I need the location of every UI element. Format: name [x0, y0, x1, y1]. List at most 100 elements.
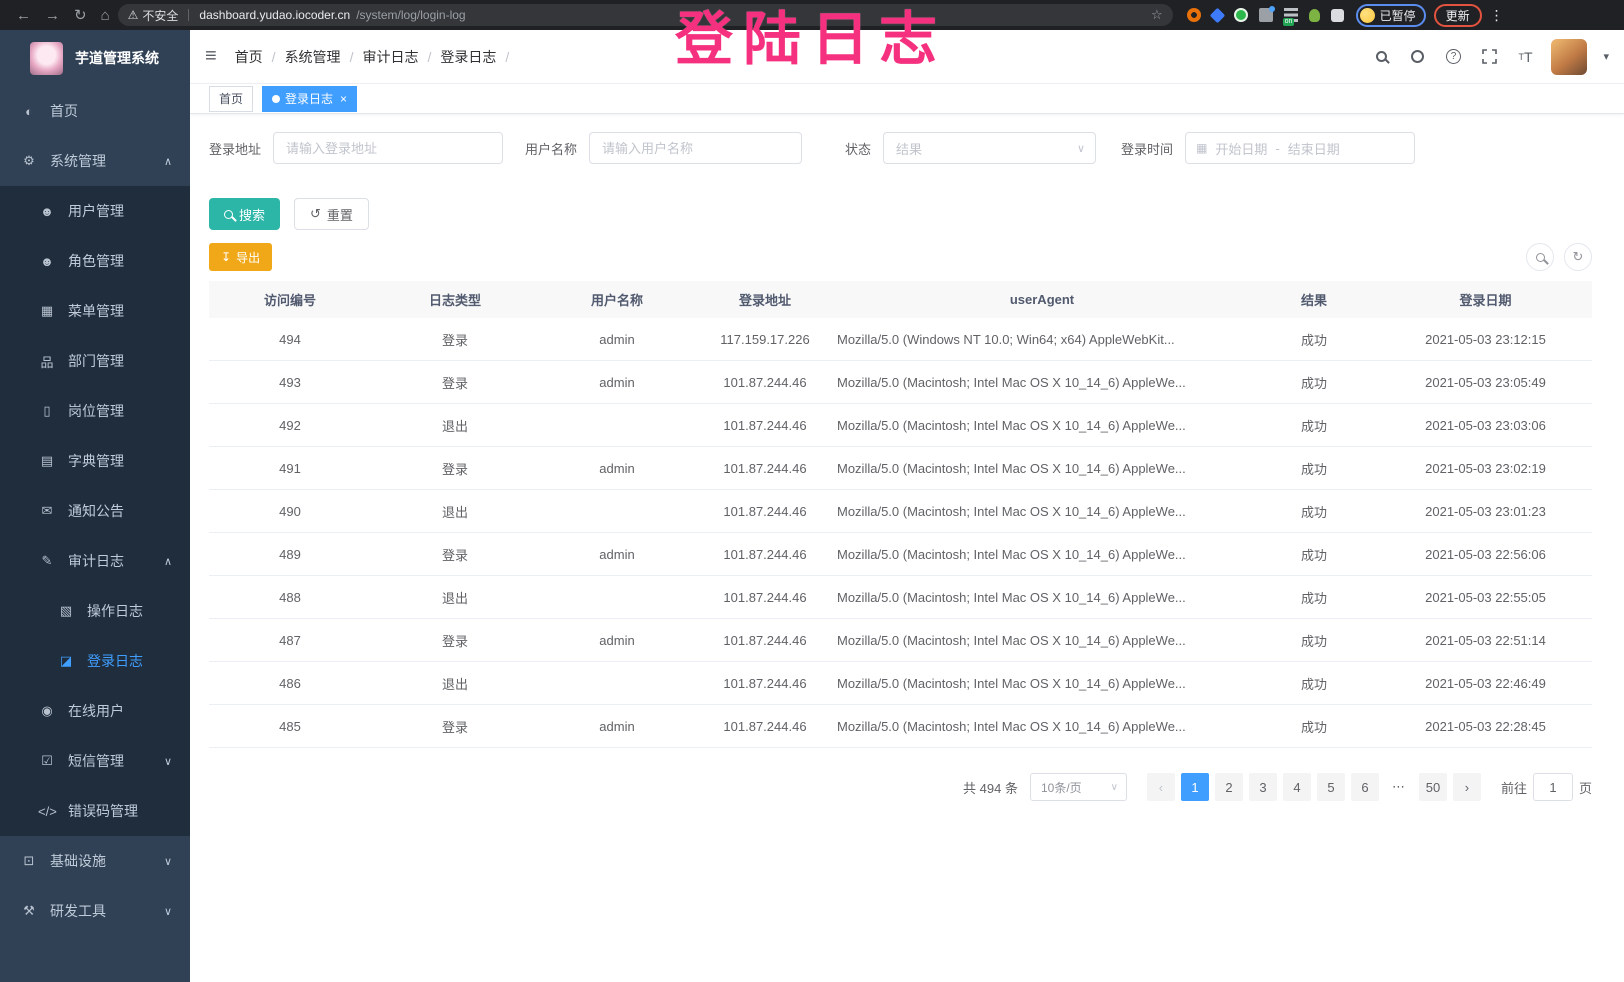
- page-button[interactable]: 5: [1316, 773, 1345, 801]
- sidebar-menu-item[interactable]: ◉ 在线用户: [0, 686, 190, 736]
- table-row: 485 登录 admin 101.87.244.46 Mozilla/5.0 (…: [209, 705, 1592, 748]
- page-button[interactable]: ⋯: [1391, 779, 1406, 794]
- sidebar-menu-item[interactable]: </> 错误码管理: [0, 786, 190, 836]
- cell-login-address: 101.87.244.46: [723, 546, 807, 562]
- cell-id: 489: [279, 546, 301, 562]
- login-address-input[interactable]: [273, 132, 504, 164]
- sidebar-menu-item[interactable]: ⊡ 基础设施 ∨: [0, 836, 190, 886]
- sidebar-menu-item[interactable]: ▧ 操作日志: [0, 586, 190, 636]
- browser-back-icon[interactable]: ←: [16, 6, 31, 24]
- font-size-icon[interactable]: [1515, 47, 1535, 67]
- date-range-separator: -: [1275, 140, 1280, 156]
- chevron-up-icon: ∧: [163, 555, 172, 568]
- page-size-select[interactable]: 10条/页 ∨: [1029, 773, 1127, 801]
- sidebar-menu-item[interactable]: ▤ 字典管理: [0, 436, 190, 486]
- browser-update-button[interactable]: 更新: [1433, 3, 1482, 27]
- table-header-row: 访问编号 日志类型 用户名称 登录地址 userAgent 结果 登录日期: [209, 281, 1592, 318]
- dashboard-icon: ◐: [25, 103, 33, 119]
- toggle-search-button[interactable]: [1526, 243, 1554, 271]
- tag[interactable]: 登录日志 ×: [262, 85, 358, 112]
- prev-page-button[interactable]: ‹: [1146, 773, 1175, 801]
- breadcrumb-item[interactable]: 审计日志 /: [362, 48, 432, 65]
- filter-actions: 搜索 ↺ 重置: [209, 198, 1592, 230]
- tag-close-icon[interactable]: ×: [340, 91, 348, 106]
- cell-user-agent: Mozilla/5.0 (Macintosh; Intel Mac OS X 1…: [837, 503, 1186, 519]
- security-label: 不安全: [142, 8, 179, 23]
- cell-login-date: 2021-05-03 22:51:14: [1425, 632, 1546, 648]
- sidebar-logo[interactable]: 芋道管理系统: [0, 30, 190, 86]
- breadcrumb-item[interactable]: 系统管理 /: [284, 48, 354, 65]
- extension-list-icon[interactable]: on: [1282, 8, 1298, 26]
- browser-profile-badge[interactable]: 已暂停: [1355, 3, 1426, 27]
- extensions-puzzle-icon[interactable]: [1330, 8, 1344, 22]
- sidebar-menu-item[interactable]: ☑ 短信管理 ∨: [0, 736, 190, 786]
- sidebar-menu-item[interactable]: ⚙ 系统管理 ∧: [0, 136, 190, 186]
- sidebar-menu-item[interactable]: 品 部门管理: [0, 336, 190, 386]
- avatar-caret-down-icon[interactable]: ▾: [1603, 51, 1609, 63]
- username-input[interactable]: [589, 132, 803, 164]
- sidebar-menu-item[interactable]: ✎ 审计日志 ∧: [0, 536, 190, 586]
- tag[interactable]: 首页 ×: [209, 85, 254, 112]
- address-bar[interactable]: ⚠ 不安全 dashboard.yudao.iocoder.cn/system/…: [117, 4, 1173, 26]
- post-badge-icon: ▯: [43, 403, 51, 418]
- sidebar-item-label: 审计日志: [68, 553, 124, 569]
- browser-menu-icon[interactable]: ⋮: [1489, 6, 1504, 23]
- cell-log-type: 退出: [441, 676, 468, 692]
- status-select[interactable]: 结果 ∨: [883, 132, 1097, 164]
- extension-grid-icon[interactable]: [1258, 6, 1275, 22]
- next-page-button[interactable]: ›: [1452, 773, 1481, 801]
- extension-green-icon[interactable]: [1233, 8, 1248, 22]
- fullscreen-icon[interactable]: [1479, 47, 1499, 67]
- github-icon[interactable]: [1407, 47, 1427, 67]
- export-button[interactable]: ↧ 导出: [209, 243, 273, 271]
- security-warning[interactable]: ⚠ 不安全: [128, 7, 179, 24]
- refresh-button[interactable]: ↻: [1564, 243, 1592, 271]
- page-content: 登录地址 用户名称 状态 结果 ∨ 登录时间 ▦ 开始日期 - 结束日期: [190, 114, 1624, 801]
- extension-plant-icon[interactable]: [1308, 8, 1320, 22]
- sidebar-menu-item[interactable]: ◪ 登录日志: [0, 636, 190, 686]
- jump-page-input[interactable]: [1532, 773, 1573, 801]
- login-time-range-picker[interactable]: ▦ 开始日期 - 结束日期: [1185, 132, 1416, 164]
- sidebar-menu-item[interactable]: ✉ 通知公告: [0, 486, 190, 536]
- calendar-icon: ▦: [1196, 141, 1208, 155]
- browser-reload-icon[interactable]: ↻: [74, 7, 87, 24]
- sidebar-menu-item[interactable]: ◐ 首页: [0, 86, 190, 136]
- sidebar-item-label: 首页: [50, 103, 78, 119]
- hamburger-icon[interactable]: ≡: [205, 45, 217, 67]
- bookmark-star-icon[interactable]: ☆: [1150, 7, 1163, 22]
- user-avatar[interactable]: [1551, 38, 1588, 75]
- page-button[interactable]: 1: [1180, 773, 1209, 801]
- extension-orange-icon[interactable]: [1186, 8, 1201, 22]
- page-button[interactable]: 3: [1248, 773, 1277, 801]
- page-button[interactable]: 6: [1350, 773, 1379, 801]
- sidebar-menu-item[interactable]: ⚒ 研发工具 ∨: [0, 886, 190, 936]
- breadcrumb-item[interactable]: 首页 /: [234, 48, 276, 65]
- cell-log-type: 退出: [441, 590, 468, 606]
- user-icon: ☻: [40, 203, 54, 219]
- cell-id: 486: [279, 675, 301, 691]
- cell-login-date: 2021-05-03 22:28:45: [1425, 718, 1546, 734]
- sidebar-menu-item[interactable]: ▯ 岗位管理: [0, 386, 190, 436]
- extension-gem-icon[interactable]: [1209, 7, 1225, 23]
- dictionary-icon: ▤: [40, 453, 54, 468]
- search-button[interactable]: 搜索: [209, 198, 281, 230]
- sidebar-menu-item[interactable]: ☻ 用户管理: [0, 186, 190, 236]
- extension-on-badge: on: [1282, 18, 1295, 26]
- reset-button[interactable]: ↺ 重置: [294, 198, 369, 230]
- search-icon[interactable]: [1371, 47, 1391, 67]
- browser-home-icon[interactable]: ⌂: [100, 6, 110, 24]
- gear-icon: ⚙: [23, 153, 35, 168]
- breadcrumb-item[interactable]: 登录日志 /: [440, 48, 510, 65]
- browser-forward-icon[interactable]: →: [45, 6, 60, 24]
- dev-tools-icon: ⚒: [23, 903, 35, 918]
- help-icon[interactable]: [1443, 47, 1463, 67]
- page-button[interactable]: 4: [1282, 773, 1311, 801]
- page-button[interactable]: 50: [1418, 773, 1447, 801]
- table-row: 488 退出 101.87.244.46 Mozilla/5.0 (Macint…: [209, 576, 1592, 619]
- sidebar-menu-item[interactable]: ☻ 角色管理: [0, 236, 190, 286]
- sidebar-menu-item[interactable]: ▦ 菜单管理: [0, 286, 190, 336]
- sidebar-item-label: 错误码管理: [68, 803, 138, 819]
- page-button[interactable]: 2: [1214, 773, 1243, 801]
- sidebar-item-label: 系统管理: [50, 153, 106, 169]
- sidebar-item-label: 登录日志: [87, 653, 143, 669]
